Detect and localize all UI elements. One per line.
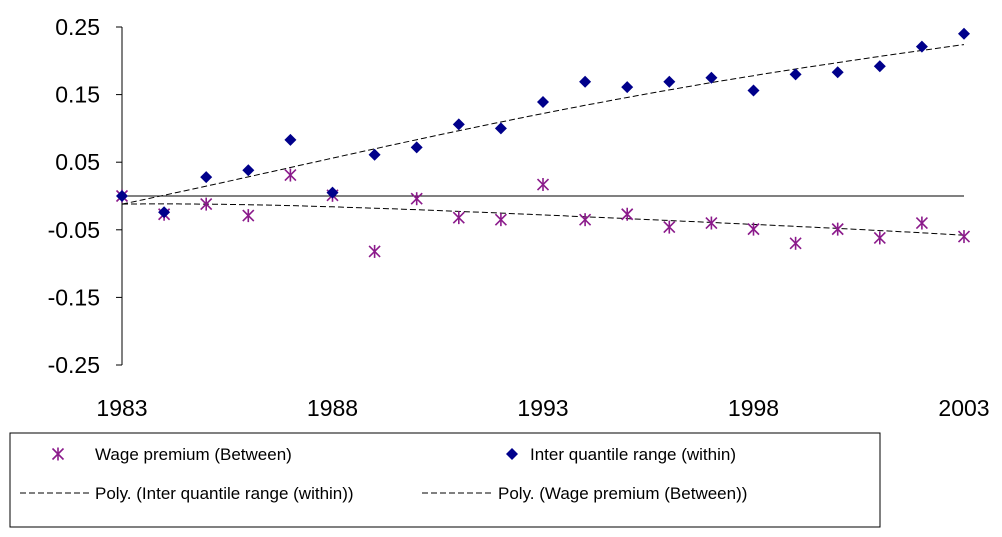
- data-point-wage-premium: [410, 192, 423, 206]
- y-tick-label: 0.05: [55, 149, 100, 175]
- data-point-inter-quantile: [831, 66, 844, 79]
- data-point-inter-quantile: [326, 186, 339, 199]
- x-tick-label: 1988: [307, 395, 358, 421]
- data-point-wage-premium: [579, 213, 592, 227]
- data-point-inter-quantile: [789, 68, 802, 81]
- data-point-inter-quantile: [705, 71, 718, 84]
- data-point-wage-premium: [284, 168, 297, 182]
- data-point-inter-quantile: [116, 190, 128, 202]
- data-point-wage-premium: [915, 216, 928, 230]
- data-point-inter-quantile: [494, 122, 507, 135]
- data-point-inter-quantile: [621, 81, 634, 94]
- data-point-inter-quantile: [242, 164, 255, 177]
- data-point-inter-quantile: [537, 96, 549, 109]
- data-points: [115, 27, 971, 258]
- y-tick-label: -0.15: [48, 284, 100, 310]
- data-point-inter-quantile: [915, 40, 928, 53]
- y-tick-label: -0.05: [48, 217, 100, 243]
- x-tick-label: 1998: [728, 395, 779, 421]
- y-tick-label: 0.25: [55, 14, 100, 40]
- data-point-inter-quantile: [579, 75, 592, 88]
- y-tick-label: 0.15: [55, 82, 100, 108]
- data-point-inter-quantile: [452, 118, 465, 131]
- legend-key-wage-premium: [51, 447, 65, 461]
- data-point-inter-quantile: [284, 133, 297, 146]
- data-point-wage-premium: [494, 213, 507, 227]
- data-point-wage-premium: [831, 222, 844, 236]
- data-point-inter-quantile: [410, 141, 423, 154]
- data-point-wage-premium: [368, 244, 381, 258]
- x-tick-labels: 1983 1988 1993 1998 2003: [96, 395, 989, 421]
- data-point-inter-quantile: [747, 84, 760, 97]
- data-point-inter-quantile: [200, 171, 213, 184]
- data-point-wage-premium: [705, 216, 718, 230]
- data-point-inter-quantile: [663, 75, 676, 88]
- legend-label-poly-wage-premium: Poly. (Wage premium (Between)): [498, 484, 747, 503]
- y-tick-labels: 0.25 0.15 0.05 -0.05 -0.15 -0.25: [48, 14, 100, 378]
- x-tick-label: 1993: [517, 395, 568, 421]
- data-point-wage-premium: [536, 178, 550, 192]
- data-point-inter-quantile: [873, 60, 886, 73]
- data-point-inter-quantile: [368, 148, 381, 161]
- data-point-wage-premium: [663, 220, 676, 234]
- data-point-wage-premium: [789, 236, 802, 250]
- legend-key-inter-quantile: [506, 448, 518, 460]
- x-tick-label: 1983: [96, 395, 147, 421]
- legend-label-wage-premium: Wage premium (Between): [95, 445, 292, 464]
- data-point-wage-premium: [873, 231, 886, 245]
- data-point-wage-premium: [747, 222, 760, 236]
- data-point-wage-premium: [452, 211, 465, 225]
- legend-label-poly-inter-quantile: Poly. (Inter quantile range (within)): [95, 484, 354, 503]
- trendlines: [121, 44, 965, 236]
- legend-box: [9, 432, 881, 528]
- trendline: [121, 44, 965, 205]
- legend: Wage premium (Between) Inter quantile ra…: [9, 432, 881, 528]
- data-point-wage-premium: [200, 197, 213, 211]
- legend-label-inter-quantile: Inter quantile range (within): [530, 445, 736, 464]
- data-point-wage-premium: [242, 209, 255, 223]
- data-point-wage-premium: [621, 207, 634, 221]
- data-point-inter-quantile: [158, 206, 171, 219]
- data-point-inter-quantile: [958, 27, 970, 40]
- x-tick-label: 2003: [938, 395, 989, 421]
- legend-items: [20, 447, 518, 494]
- y-tick-label: -0.25: [48, 352, 100, 378]
- data-point-wage-premium: [957, 230, 971, 244]
- trendline: [121, 203, 965, 236]
